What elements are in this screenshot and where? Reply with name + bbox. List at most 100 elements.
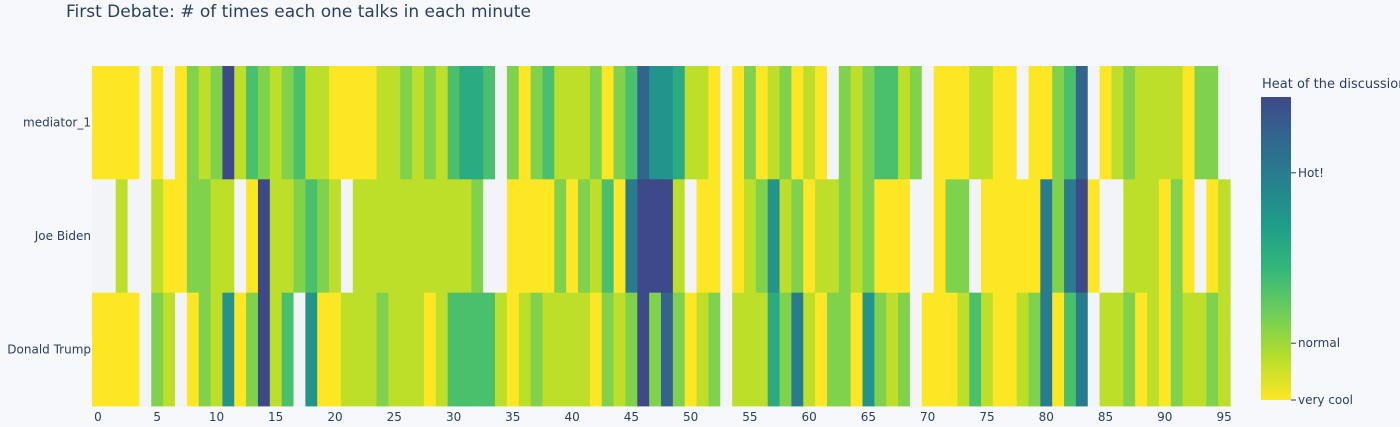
heatmap-cell	[909, 179, 923, 294]
heatmap-cell	[459, 179, 472, 294]
heatmap-cell	[1099, 66, 1113, 180]
heatmap-cell	[151, 292, 164, 407]
x-axis: 0 5 10 15 20 25 30 35 40 45 50 55 60 65 70 75 80 85 90 95	[94, 410, 1232, 424]
heatmap-cell	[1004, 66, 1018, 180]
x-tick-label: 30	[446, 410, 461, 424]
heatmap-cell	[1028, 292, 1041, 407]
x-tick-label: 60	[802, 410, 817, 424]
heatmap-cell	[1158, 66, 1172, 180]
heatmap-cell	[234, 292, 247, 407]
heatmap-cell	[957, 179, 970, 294]
heatmap-cell	[826, 66, 840, 180]
heatmap-cell	[352, 292, 366, 407]
heatmap-cell	[234, 179, 247, 294]
x-tick-label: 90	[1157, 410, 1172, 424]
colorbar: Heat of the discussion Hot! normal very co…	[1261, 77, 1400, 407]
heatmap-cell	[269, 66, 283, 180]
heatmap-cell	[566, 292, 579, 407]
colorbar-ticks: Hot! normal very cool	[1291, 166, 1353, 407]
heatmap-cell	[898, 292, 911, 407]
heatmap-cell	[1099, 292, 1113, 407]
heatmap-cell	[352, 179, 366, 294]
colorbar-tick-label: Hot!	[1298, 166, 1324, 180]
heatmap-cell	[269, 292, 283, 407]
heatmap-cell	[1135, 66, 1148, 180]
heatmap-cell	[495, 292, 508, 407]
heatmap-cell	[601, 179, 615, 294]
x-tick-label: 75	[979, 410, 994, 424]
x-tick-label: 10	[209, 410, 224, 424]
heatmap-cell	[103, 179, 117, 294]
y-tick-label: mediator_1	[23, 116, 91, 130]
heatmap-cell	[471, 179, 484, 294]
heatmap-cell	[945, 66, 958, 180]
heatmap-cell	[459, 292, 472, 407]
heatmap-cell	[518, 179, 532, 294]
heatmap-cell	[186, 292, 200, 407]
heatmap-cell	[163, 179, 176, 294]
heatmap-cell	[791, 66, 804, 180]
heatmap-cell	[329, 179, 342, 294]
heatmap-cell	[1194, 292, 1207, 407]
heatmap-cell	[661, 292, 674, 407]
heatmap-cell	[1147, 292, 1160, 407]
heatmap-cell	[1087, 66, 1101, 180]
heatmap-cell	[1218, 66, 1231, 180]
heatmap-cell	[815, 292, 828, 407]
heatmap-cell	[1099, 179, 1113, 294]
heatmap-cell	[364, 179, 378, 294]
heatmap-cell	[139, 179, 152, 294]
heatmap-cell	[1206, 292, 1219, 407]
heatmap-cell	[1016, 179, 1030, 294]
heatmap-cell	[755, 292, 769, 407]
heatmap-cell	[969, 66, 982, 180]
heatmap-cell	[578, 179, 591, 294]
heatmap-cell	[886, 66, 899, 180]
heatmap-cell	[257, 179, 271, 294]
heatmap-cell	[198, 292, 212, 407]
heatmap-cell	[909, 66, 923, 180]
heatmap-cell	[708, 292, 721, 407]
heatmap-cell	[257, 292, 271, 407]
heatmap-cell	[1182, 179, 1196, 294]
heatmap-cell	[1040, 66, 1053, 180]
heatmap-cell	[945, 292, 958, 407]
heatmap-cell	[1028, 66, 1041, 180]
heatmap-cell	[601, 292, 615, 407]
heatmap-cell	[898, 66, 911, 180]
heatmap-cell	[1158, 179, 1172, 294]
heatmap-cell	[364, 292, 378, 407]
heatmap-cell	[329, 66, 342, 180]
heatmap-cell	[933, 179, 947, 294]
heatmap-cell	[1123, 179, 1136, 294]
heatmap-cell	[1016, 292, 1030, 407]
heatmap-cell	[1170, 66, 1184, 180]
heatmap-cell	[732, 179, 745, 294]
heatmap-cell	[708, 179, 721, 294]
heatmap-cell	[174, 292, 188, 407]
heatmap-cell	[1040, 292, 1053, 407]
heatmap-cell	[246, 179, 259, 294]
heatmap-cell	[613, 292, 627, 407]
heatmap-cell	[992, 66, 1006, 180]
heatmap-cell	[862, 179, 875, 294]
heatmap-cell	[886, 292, 899, 407]
heatmap-cell	[767, 66, 781, 180]
heatmap-cell	[1147, 179, 1160, 294]
heatmap-cell	[471, 66, 484, 180]
heatmap-cell	[554, 179, 567, 294]
heatmap-cell	[566, 66, 579, 180]
heatmap-cell	[850, 179, 864, 294]
heatmap-cell	[115, 179, 129, 294]
heatmap-cell	[340, 292, 354, 407]
heatmap-cell	[720, 292, 733, 407]
heatmap-cell	[1218, 292, 1231, 407]
heatmap-cell	[672, 292, 686, 407]
heatmap-cell	[1052, 179, 1065, 294]
heatmap-cell	[1135, 292, 1148, 407]
heatmap-cell	[969, 179, 982, 294]
heatmap-cell	[720, 66, 733, 180]
heatmap-cell	[803, 66, 816, 180]
x-tick-label: 45	[624, 410, 639, 424]
